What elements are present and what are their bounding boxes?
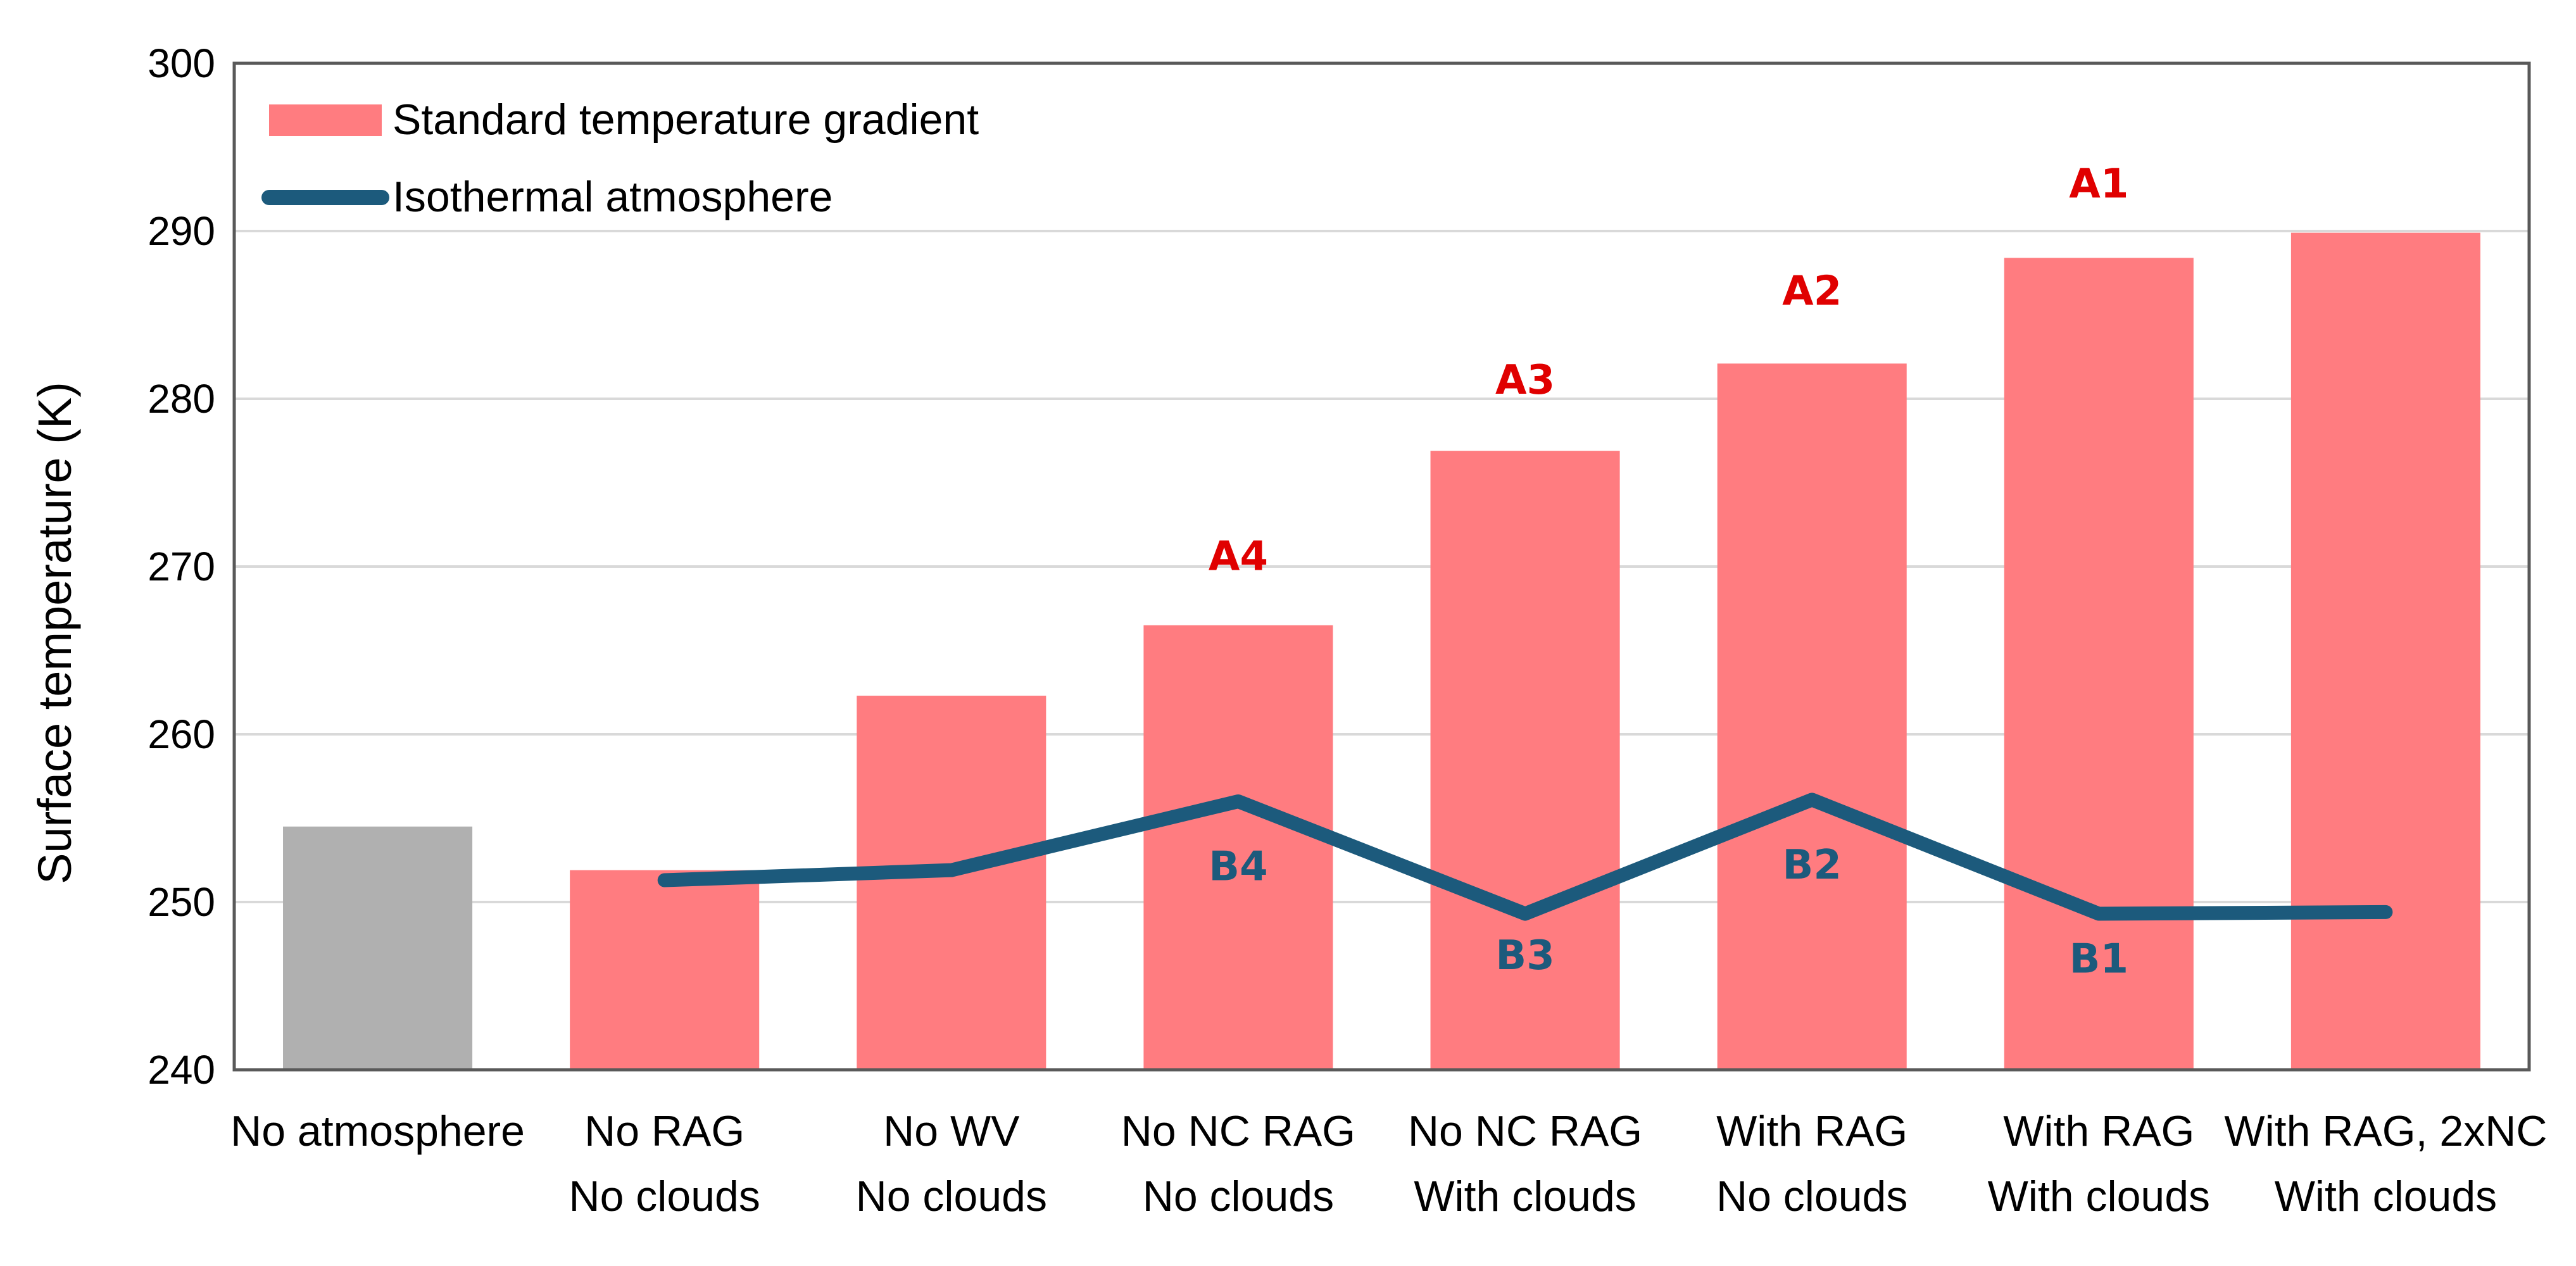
x-category-label: No NC RAG bbox=[1121, 1107, 1355, 1155]
y-tick-label: 240 bbox=[148, 1047, 215, 1093]
y-tick-label: 250 bbox=[148, 879, 215, 925]
x-category-label: No atmosphere bbox=[230, 1107, 525, 1155]
legend: Standard temperature gradient Isothermal … bbox=[261, 96, 979, 221]
bar-7 bbox=[2290, 232, 2480, 1070]
annotation-label: A4 bbox=[1209, 533, 1268, 580]
bar-1 bbox=[570, 870, 760, 1070]
bar-2 bbox=[857, 696, 1046, 1070]
plot-area-border bbox=[232, 61, 2531, 1072]
bar-5 bbox=[1717, 363, 1907, 1070]
annotations: A1 A2 A3 A4 B4 B3 B2 B1 bbox=[1209, 161, 2128, 982]
y-tick-label: 290 bbox=[148, 208, 215, 254]
x-category-label: No clouds bbox=[569, 1172, 760, 1220]
bars bbox=[283, 232, 2480, 1070]
x-category-label: No clouds bbox=[856, 1172, 1047, 1220]
x-category-label: With clouds bbox=[2275, 1172, 2497, 1220]
annotation-label: B2 bbox=[1783, 842, 1842, 889]
bar-3 bbox=[1143, 625, 1333, 1070]
x-category-label: No clouds bbox=[1143, 1172, 1334, 1220]
x-category-label: With RAG, 2xNC bbox=[2224, 1107, 2547, 1155]
x-category-label: With clouds bbox=[1414, 1172, 1636, 1220]
x-category-label: With RAG bbox=[1716, 1107, 1907, 1155]
annotation-label: B1 bbox=[2070, 936, 2128, 982]
x-category-label: No NC RAG bbox=[1408, 1107, 1642, 1155]
y-tick-label: 270 bbox=[148, 544, 215, 589]
x-category-label: No clouds bbox=[1716, 1172, 1907, 1220]
bar-4 bbox=[1430, 451, 1620, 1070]
annotation-label: A2 bbox=[1782, 268, 1842, 315]
y-axis-label: Surface temperature (K) bbox=[28, 382, 81, 884]
x-category-labels: No atmosphere No RAG No clouds No WV No clou… bbox=[230, 1107, 2547, 1220]
x-category-label: No WV bbox=[883, 1107, 1020, 1155]
bar-0 bbox=[283, 826, 473, 1070]
legend-label: Isothermal atmosphere bbox=[393, 173, 832, 221]
annotation-label: B4 bbox=[1209, 844, 1267, 891]
legend-swatch-bar bbox=[269, 104, 382, 136]
x-category-label: With clouds bbox=[1988, 1172, 2210, 1220]
y-tick-label: 300 bbox=[148, 41, 215, 86]
isothermal-line bbox=[657, 793, 2393, 921]
y-tick-label: 280 bbox=[148, 376, 215, 422]
line-series bbox=[657, 793, 2393, 921]
legend-label: Standard temperature gradient bbox=[393, 96, 979, 144]
y-tick-labels: 240 250 260 270 280 290 300 bbox=[148, 41, 215, 1093]
x-category-label: No RAG bbox=[584, 1107, 745, 1155]
bar-6 bbox=[2004, 258, 2194, 1070]
plot-frame bbox=[232, 61, 2531, 1072]
x-category-label: With RAG bbox=[2003, 1107, 2194, 1155]
annotation-label: A1 bbox=[2069, 161, 2128, 208]
y-tick-label: 260 bbox=[148, 711, 215, 757]
annotation-label: B3 bbox=[1495, 932, 1554, 979]
annotation-label: A3 bbox=[1495, 357, 1555, 404]
